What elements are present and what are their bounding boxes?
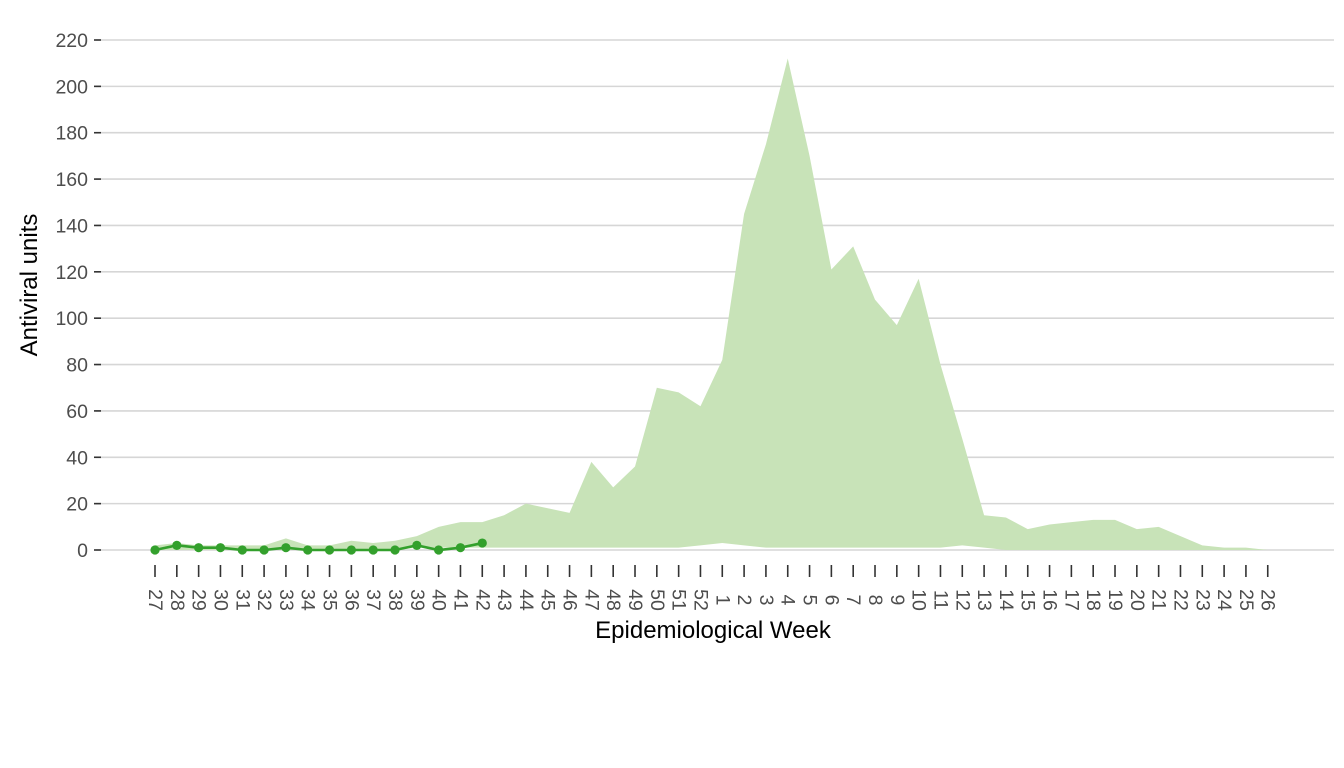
- x-tick-label: 41: [449, 589, 471, 611]
- x-tick-label: 40: [428, 589, 450, 611]
- x-tick-label: 48: [602, 589, 624, 611]
- x-tick-label: 33: [275, 589, 297, 611]
- x-tick-label: 49: [624, 589, 646, 611]
- x-tick-label: 7: [842, 595, 864, 606]
- x-tick-label: 23: [1191, 589, 1213, 611]
- x-tick-label: 1: [711, 595, 733, 606]
- x-tick-label: 34: [297, 589, 319, 611]
- x-tick-label: 21: [1148, 589, 1170, 611]
- y-tick-label: 180: [55, 123, 88, 145]
- current-season-point: [390, 545, 400, 555]
- current-season-point: [303, 545, 313, 555]
- y-tick-label: 200: [55, 76, 88, 98]
- x-tick-label: 13: [973, 589, 995, 611]
- x-tick-label: 14: [995, 589, 1017, 611]
- x-tick-label: 10: [908, 589, 930, 611]
- legend: Antivirals Dispensed in 2024-2025 Min/Ma…: [0, 686, 1344, 746]
- current-season-point: [455, 543, 466, 553]
- y-tick-label: 0: [77, 540, 88, 562]
- y-tick-label: 40: [66, 447, 88, 469]
- y-tick-label: 80: [66, 355, 88, 377]
- current-season-line: [154, 541, 483, 552]
- y-axis-title: Antiviral units: [16, 213, 43, 357]
- current-season-point: [434, 545, 444, 555]
- x-tick-label: 44: [515, 589, 537, 611]
- x-tick-label: 28: [166, 589, 188, 611]
- y-tick-label: 20: [66, 494, 88, 516]
- x-tick-label: 27: [144, 589, 166, 611]
- y-tick-label: 220: [55, 30, 88, 52]
- y-tick-label: 160: [55, 169, 88, 191]
- current-season-point: [412, 540, 422, 550]
- x-tick-label: 24: [1213, 589, 1235, 611]
- x-tick-label: 47: [580, 589, 602, 611]
- x-tick-label: 43: [493, 589, 515, 611]
- x-tick-label: 2: [733, 595, 755, 606]
- x-tick-label: 25: [1235, 589, 1257, 611]
- x-tick-label: 29: [188, 589, 210, 611]
- x-tick-label: 6: [820, 595, 842, 606]
- y-tick-label: 120: [55, 262, 88, 284]
- current-season-point: [281, 543, 291, 553]
- x-tick-label: 12: [951, 589, 973, 611]
- x-tick-label: 15: [1017, 589, 1039, 611]
- x-tick-label: 39: [406, 589, 428, 611]
- x-axis-title: Epidemiological Week: [595, 617, 831, 644]
- x-tick-label: 26: [1257, 589, 1279, 611]
- x-tick-label: 32: [253, 589, 275, 611]
- x-tick-label: 20: [1126, 589, 1148, 611]
- x-tick-label: 37: [362, 589, 384, 611]
- current-season-point: [477, 538, 487, 548]
- x-tick-label: 9: [886, 595, 908, 606]
- x-tick-label: 11: [929, 590, 951, 610]
- x-tick-label: 4: [777, 595, 799, 606]
- x-tick-label: 51: [668, 589, 690, 611]
- current-season-point: [150, 545, 160, 555]
- current-season-point: [215, 543, 226, 553]
- y-tick-label: 100: [55, 308, 88, 330]
- current-season-point: [172, 540, 182, 550]
- x-tick-label: 16: [1039, 589, 1061, 611]
- x-tick-label: 36: [340, 589, 362, 611]
- y-tick-label: 60: [66, 401, 88, 423]
- x-tick-label: 50: [646, 589, 668, 611]
- x-tick-label: 17: [1060, 589, 1082, 611]
- x-tick-label: 18: [1082, 589, 1104, 611]
- minmax-band-area: [155, 58, 1268, 550]
- y-tick-label: 140: [55, 215, 88, 237]
- x-tick-label: 19: [1104, 589, 1126, 611]
- x-tick-label: 22: [1169, 589, 1191, 611]
- current-season-point: [324, 545, 335, 555]
- x-tick-label: 31: [231, 589, 253, 611]
- x-tick-label: 30: [209, 589, 231, 611]
- current-season-point: [194, 543, 204, 553]
- current-season-point: [259, 545, 269, 555]
- x-tick-label: 52: [689, 589, 711, 611]
- x-tick-label: 8: [864, 595, 886, 606]
- current-season-point: [237, 545, 247, 555]
- current-season-point: [346, 545, 356, 555]
- current-season-point: [368, 545, 378, 555]
- x-tick-label: 45: [537, 589, 559, 611]
- x-tick-label: 46: [559, 589, 581, 611]
- x-tick-label: 38: [384, 589, 406, 611]
- x-tick-label: 3: [755, 595, 777, 606]
- x-tick-label: 5: [799, 595, 821, 606]
- x-tick-label: 35: [319, 589, 341, 611]
- x-tick-label: 42: [471, 589, 493, 611]
